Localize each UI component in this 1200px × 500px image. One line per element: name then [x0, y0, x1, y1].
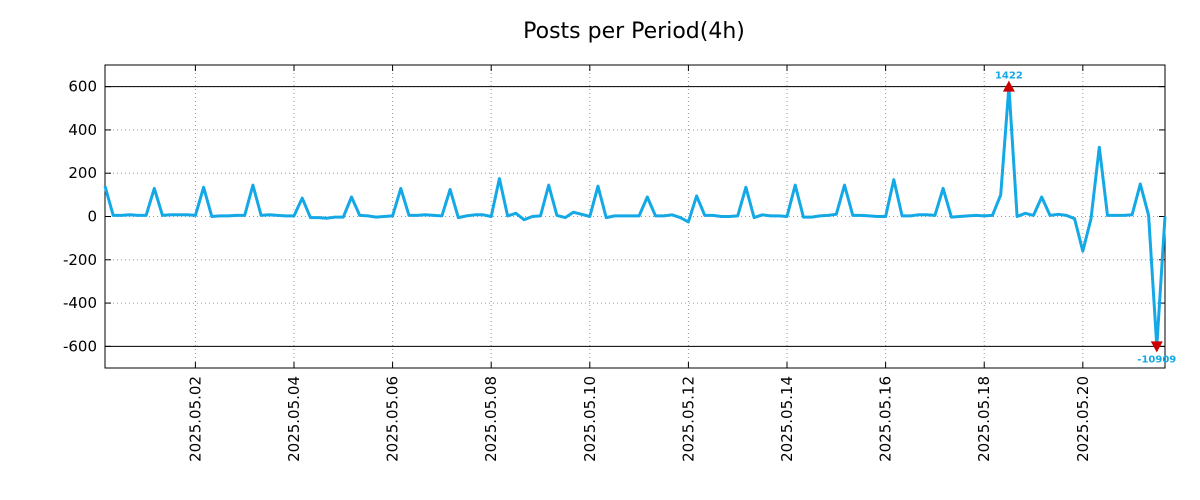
data-label: -10909: [1137, 354, 1176, 365]
chart-title: Posts per Period(4h): [523, 19, 745, 44]
x-tick-label: 2025.05.08: [482, 376, 500, 462]
clip-marker: [1150, 341, 1163, 353]
y-tick-label: -600: [63, 337, 97, 355]
clip-marker: [1002, 80, 1015, 92]
y-tick-label: -400: [63, 294, 97, 312]
y-tick-label: 600: [68, 78, 97, 96]
y-tick-label: 400: [68, 121, 97, 139]
x-tick-label: 2025.05.12: [679, 376, 697, 462]
x-tick-label: 2025.05.04: [285, 376, 303, 462]
x-tick-label: 2025.05.16: [877, 376, 895, 462]
data-label: 1422: [995, 71, 1023, 82]
x-tick-label: 2025.05.10: [581, 376, 599, 462]
y-tick-label: -200: [63, 251, 97, 269]
x-tick-label: 2025.05.14: [778, 376, 796, 462]
x-tick-label: 2025.05.20: [1074, 376, 1092, 462]
y-tick-label: 0: [87, 208, 97, 226]
data-line: [103, 85, 1167, 348]
x-tick-label: 2025.05.06: [384, 376, 402, 462]
x-tick-label: 2025.05.18: [975, 376, 993, 462]
y-tick-label: 200: [68, 164, 97, 182]
x-tick-label: 2025.05.02: [186, 376, 204, 462]
